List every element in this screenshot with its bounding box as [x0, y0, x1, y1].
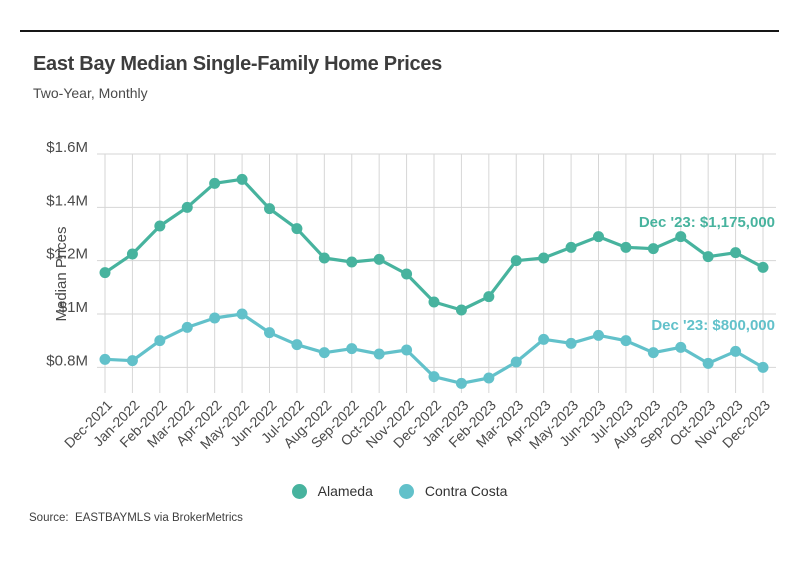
data-point-contra-costa	[757, 361, 769, 373]
y-axis-tick-label: $1M	[59, 299, 88, 316]
data-point-contra-costa	[565, 337, 577, 349]
annotation-alameda: Dec '23: $1,175,000	[639, 214, 775, 231]
data-point-alameda	[483, 291, 495, 303]
data-point-alameda	[702, 251, 714, 263]
data-point-alameda	[455, 304, 467, 316]
y-axis-title: Median Prices	[53, 226, 70, 321]
data-point-alameda	[126, 248, 138, 260]
data-point-alameda	[565, 241, 577, 253]
data-point-contra-costa	[373, 348, 385, 360]
data-point-alameda	[675, 231, 687, 243]
data-point-contra-costa	[510, 356, 522, 368]
legend-label-contra-costa: Contra Costa	[424, 483, 508, 499]
data-point-alameda	[291, 223, 303, 235]
annotation-contra-costa: Dec '23: $800,000	[651, 317, 775, 334]
data-point-contra-costa	[401, 344, 413, 356]
data-point-contra-costa	[346, 343, 358, 355]
data-point-alameda	[181, 201, 193, 213]
data-point-alameda	[99, 267, 111, 279]
data-point-alameda	[373, 253, 385, 265]
y-axis-tick-label: $1.4M	[46, 192, 88, 209]
data-point-alameda	[510, 255, 522, 267]
header-divider	[20, 30, 779, 32]
data-point-contra-costa	[126, 355, 138, 367]
page-subtitle: Two-Year, Monthly	[33, 85, 148, 101]
data-point-alameda	[647, 243, 659, 255]
data-point-alameda	[401, 268, 413, 280]
data-point-contra-costa	[428, 371, 440, 383]
data-point-alameda	[154, 220, 166, 232]
y-axis-tick-label: $1.6M	[46, 139, 88, 156]
chart-legend: Alameda Contra Costa	[0, 483, 799, 499]
data-point-alameda	[318, 252, 330, 264]
data-point-contra-costa	[647, 347, 659, 359]
legend-label-alameda: Alameda	[317, 483, 373, 499]
data-point-alameda	[346, 256, 358, 268]
data-point-alameda	[730, 247, 742, 259]
data-point-contra-costa	[181, 321, 193, 333]
data-point-alameda	[264, 203, 275, 215]
data-point-alameda	[593, 231, 604, 243]
data-point-contra-costa	[236, 308, 248, 320]
data-point-alameda	[428, 296, 440, 308]
data-point-contra-costa	[483, 372, 495, 384]
data-point-contra-costa	[264, 327, 275, 339]
data-point-contra-costa	[702, 357, 714, 369]
data-point-alameda	[236, 173, 248, 185]
data-point-alameda	[757, 261, 769, 273]
data-point-contra-costa	[154, 335, 166, 347]
data-point-contra-costa	[730, 345, 742, 357]
legend-marker-contra-costa-icon	[398, 483, 414, 499]
y-axis-tick-label: $1.2M	[46, 246, 88, 263]
data-point-contra-costa	[455, 377, 467, 389]
data-point-contra-costa	[291, 339, 303, 351]
data-point-contra-costa	[620, 335, 632, 347]
data-point-alameda	[538, 252, 550, 264]
data-point-alameda	[209, 177, 221, 189]
data-point-contra-costa	[593, 329, 604, 341]
data-point-alameda	[620, 241, 632, 253]
data-point-contra-costa	[99, 353, 111, 365]
legend-marker-alameda-icon	[291, 483, 307, 499]
data-point-contra-costa	[675, 341, 687, 353]
data-point-contra-costa	[209, 312, 221, 324]
source-note: Source: EASTBAYMLS via BrokerMetrics	[29, 512, 243, 524]
page-title: East Bay Median Single-Family Home Price…	[33, 53, 442, 75]
legend-item-contra-costa[interactable]: Contra Costa	[398, 483, 508, 499]
legend-item-alameda[interactable]: Alameda	[291, 483, 373, 499]
y-axis-tick-label: $0.8M	[46, 352, 88, 369]
data-point-contra-costa	[538, 333, 550, 345]
data-point-contra-costa	[318, 347, 330, 359]
